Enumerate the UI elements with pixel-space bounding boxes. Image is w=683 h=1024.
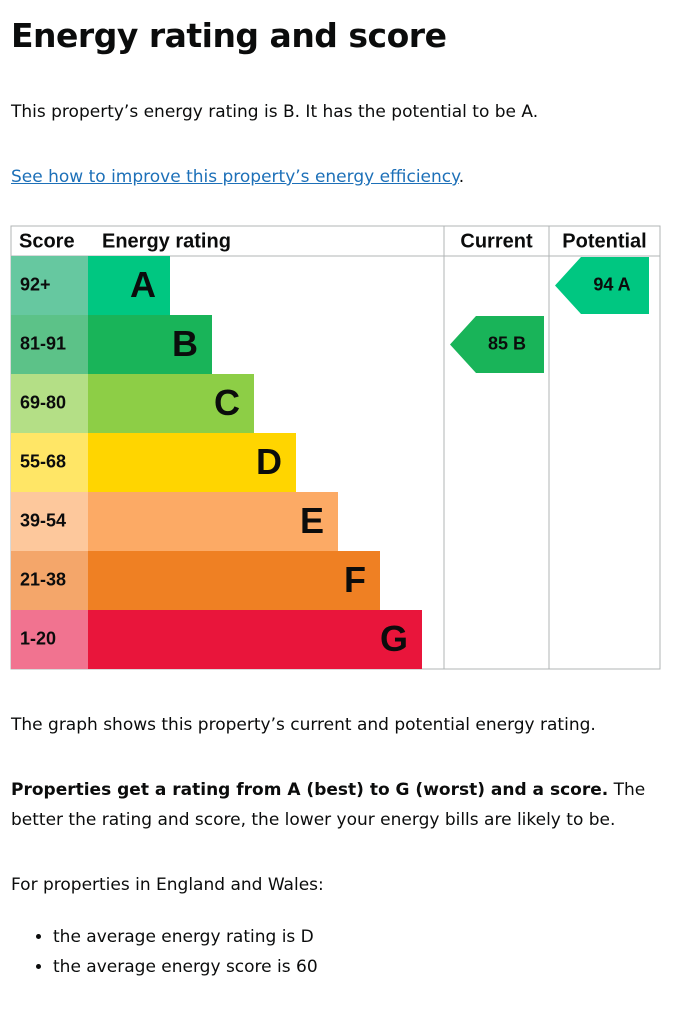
band-letter: F: [344, 559, 366, 600]
ratings-note: Properties get a rating from A (best) to…: [11, 775, 661, 835]
current-label: 85 B: [488, 333, 526, 353]
ratings-note-text: The better the rating and score, the low…: [11, 780, 646, 830]
band-letter: A: [130, 264, 156, 305]
improve-link[interactable]: See how to improve this property’s energ…: [11, 167, 459, 187]
score-range: 39-54: [20, 510, 66, 530]
rating-bar: [88, 374, 254, 433]
link-end: .: [458, 167, 465, 187]
bullets: the average energy rating is D the avera…: [11, 922, 318, 982]
score-cell: [11, 433, 88, 492]
rating-bar: [88, 315, 212, 374]
score-cell: [11, 551, 88, 610]
rating-bar: [88, 256, 170, 315]
band-letter: D: [256, 441, 282, 482]
ratings-note-bold: Properties get a rating from A (best) to…: [11, 780, 609, 800]
rating-bar: [88, 492, 338, 551]
band-letter: E: [300, 500, 324, 541]
band-letter: G: [380, 618, 408, 659]
column-header: Energy rating: [102, 230, 231, 252]
current-arrow: [450, 316, 544, 373]
score-range: 92+: [20, 274, 51, 294]
score-cell: [11, 315, 88, 374]
column-header: Current: [460, 230, 533, 252]
score-range: 55-68: [20, 451, 66, 471]
band-letter: B: [172, 323, 198, 364]
score-cell: [11, 374, 88, 433]
heading: Energy rating and score: [11, 16, 447, 55]
band-letter: C: [214, 382, 240, 423]
bullet: the average energy score is 60: [53, 952, 318, 982]
link-line: See how to improve this property’s energ…: [11, 162, 661, 192]
intro: This property’s energy rating is B. It h…: [11, 102, 539, 122]
score-cell: [11, 492, 88, 551]
epc-chart: Score Energy rating Current Potential 92+ A 81…: [10, 225, 661, 670]
score-cell: [11, 256, 88, 315]
score-range: 81-91: [20, 333, 66, 353]
score-range: 1-20: [20, 628, 56, 648]
bullet: the average energy rating is D: [53, 922, 318, 952]
score-cell: [11, 610, 88, 669]
rating-bar: [88, 551, 380, 610]
potential-arrow: [555, 257, 649, 314]
england-note: For properties in England and Wales:: [11, 875, 324, 895]
rating-bar: [88, 610, 422, 669]
score-range: 21-38: [20, 569, 66, 589]
graph-note: The graph shows this property’s current …: [11, 715, 596, 735]
column-header: Potential: [562, 230, 646, 252]
score-range: 69-80: [20, 392, 66, 412]
potential-label: 94 A: [593, 274, 630, 294]
rating-bar: [88, 433, 296, 492]
column-header: Score: [19, 230, 75, 252]
